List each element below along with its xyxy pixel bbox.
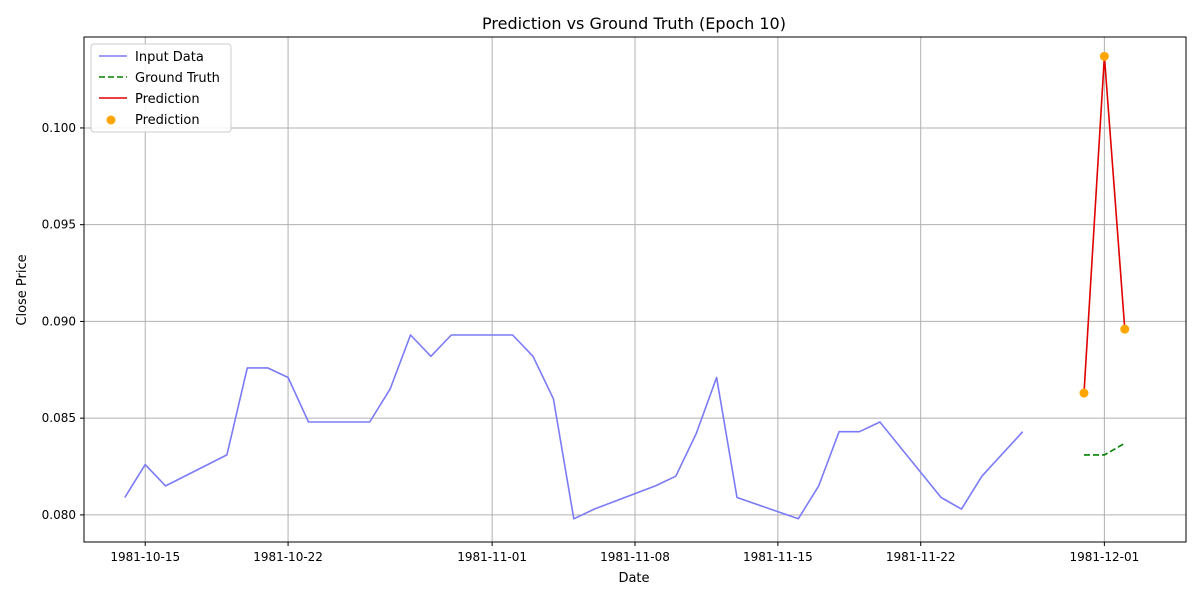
legend: Input Data Ground Truth Prediction Predicti… bbox=[90, 43, 232, 133]
x-tick-label: 1981-10-22 bbox=[253, 550, 323, 564]
y-axis: 0.080 0.085 0.090 0.095 0.100 bbox=[42, 121, 84, 522]
chart-title: Prediction vs Ground Truth (Epoch 10) bbox=[482, 14, 786, 33]
y-tick-label: 0.090 bbox=[42, 314, 76, 328]
x-tick-label: 1981-11-08 bbox=[600, 550, 670, 564]
series-line-1 bbox=[1084, 442, 1126, 456]
legend-box bbox=[90, 43, 232, 133]
x-tick-label: 1981-10-15 bbox=[110, 550, 180, 564]
y-tick-label: 0.095 bbox=[42, 218, 76, 232]
x-tick-label: 1981-12-01 bbox=[1069, 550, 1139, 564]
scatter-point bbox=[1099, 51, 1109, 61]
legend-label: Input Data bbox=[135, 50, 204, 65]
scatter-point bbox=[1120, 324, 1130, 334]
legend-label: Prediction bbox=[135, 92, 200, 107]
y-axis-title: Close Price bbox=[15, 254, 30, 325]
x-axis: 1981-10-15 1981-10-22 1981-11-01 1981-11-08… bbox=[110, 542, 1139, 564]
y-tick-label: 0.100 bbox=[42, 121, 76, 135]
x-tick-label: 1981-11-22 bbox=[886, 550, 956, 564]
legend-label: Ground Truth bbox=[135, 71, 220, 86]
y-tick-label: 0.085 bbox=[42, 411, 76, 425]
x-tick-label: 1981-11-15 bbox=[743, 550, 813, 564]
grid bbox=[84, 37, 1186, 542]
x-tick-label: 1981-11-01 bbox=[457, 550, 527, 564]
series-layer bbox=[124, 51, 1130, 520]
y-tick-label: 0.080 bbox=[42, 508, 76, 522]
legend-label: Prediction bbox=[135, 113, 200, 128]
series-line-0 bbox=[124, 334, 1024, 520]
legend-swatch-marker bbox=[106, 115, 116, 125]
scatter-point bbox=[1079, 388, 1089, 398]
x-axis-title: Date bbox=[618, 571, 649, 586]
